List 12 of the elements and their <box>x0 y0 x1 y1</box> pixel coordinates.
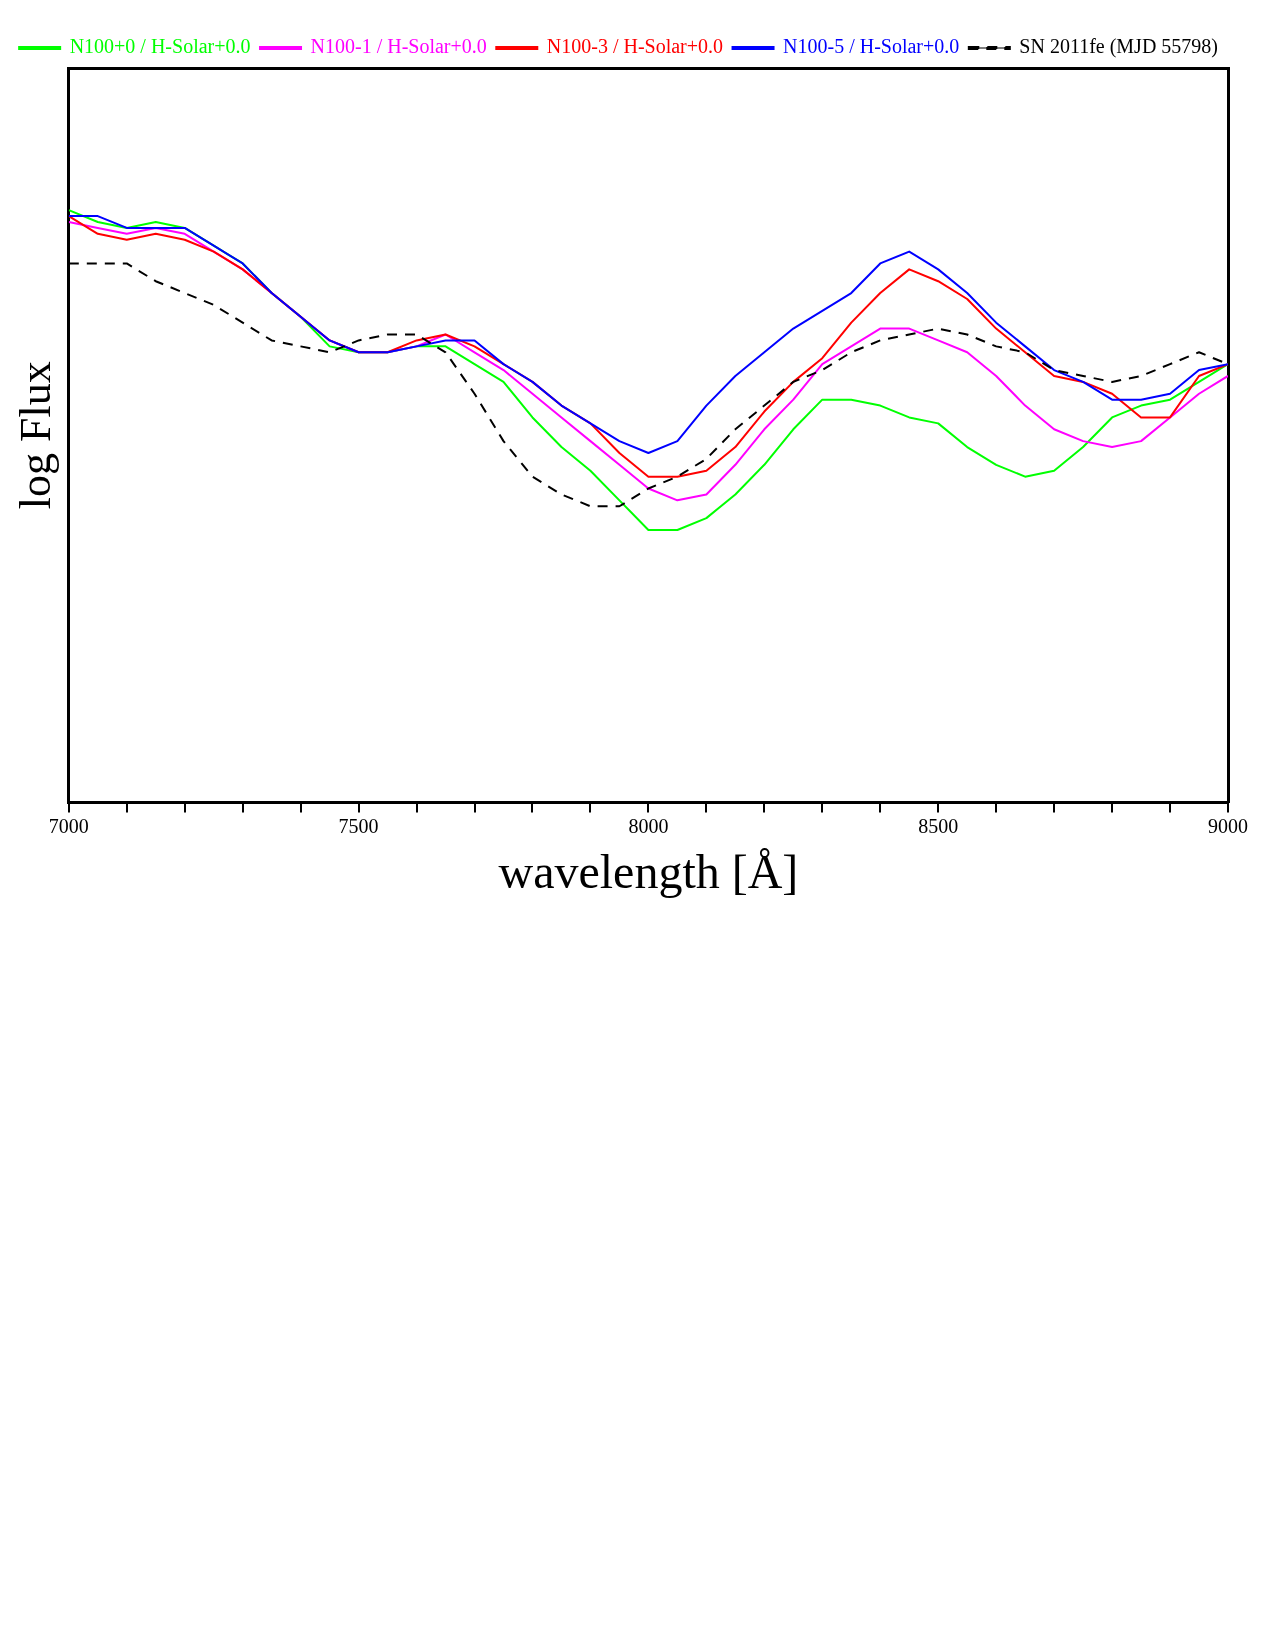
legend-label: N100-5 / H-Solar+0.0 <box>783 35 960 58</box>
legend-label: N100-1 / H-Solar+0.0 <box>310 35 487 58</box>
x-tick-label: 9000 <box>1208 814 1248 837</box>
x-axis-title: wavelength [Å] <box>498 844 799 898</box>
legend-label: SN 2011fe (MJD 55798) <box>1019 35 1219 59</box>
x-tick-label: 7500 <box>338 814 379 837</box>
legend-label: N100+0 / H-Solar+0.0 <box>69 35 251 58</box>
x-tick-label: 8500 <box>918 814 959 837</box>
x-tick-label: 7000 <box>48 814 89 837</box>
x-tick-label: 8000 <box>628 814 669 837</box>
y-axis-title: log Flux <box>10 361 60 510</box>
legend-label: N100-3 / H-Solar+0.0 <box>546 35 724 58</box>
